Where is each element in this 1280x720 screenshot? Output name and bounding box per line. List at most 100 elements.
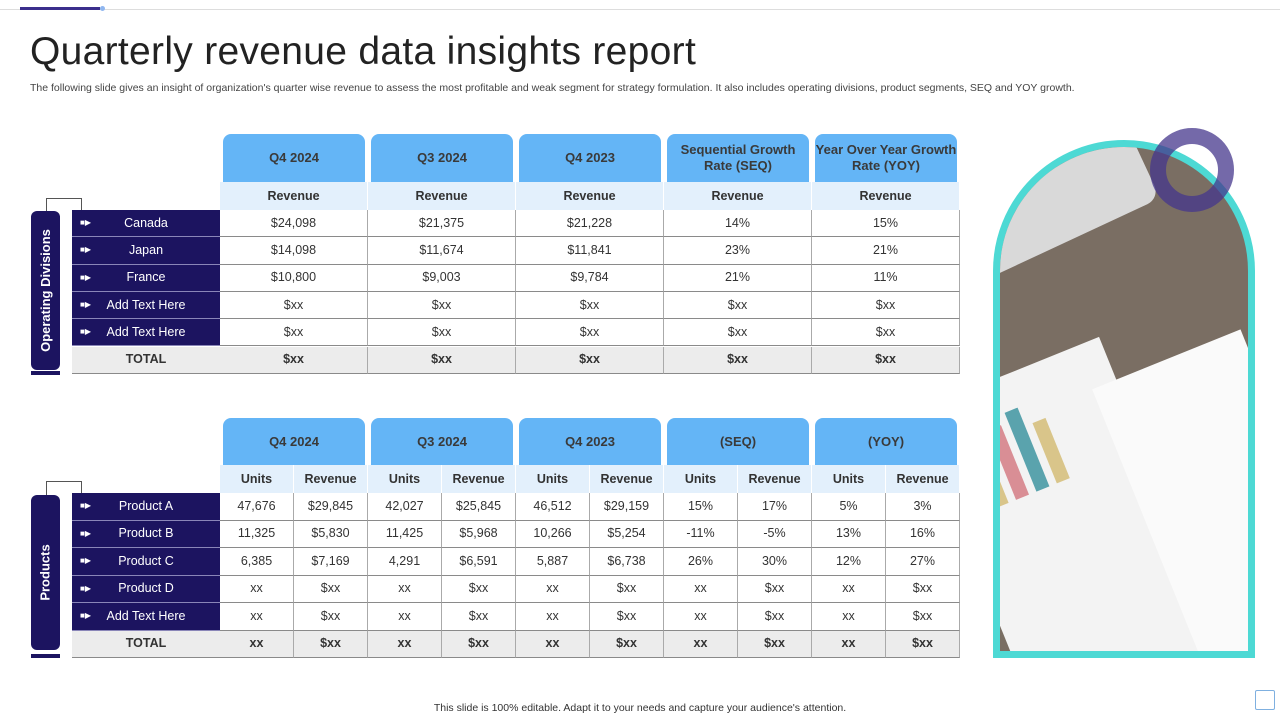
table-cell: 10,266 (516, 520, 590, 548)
column-header: Q4 2024 (223, 418, 365, 465)
table-cell: $xx (368, 291, 516, 320)
laptop-shape (1000, 147, 1161, 283)
table-cell: $xx (220, 291, 368, 320)
bullet-arrow-icon: ■▶ (80, 501, 91, 511)
column-header: (SEQ) (667, 418, 809, 465)
row-label: Product C ■▶ (72, 548, 220, 576)
column-subheader: Revenue (516, 182, 664, 210)
table-cell: $7,169 (294, 548, 368, 576)
column-subheader: Units (516, 465, 590, 493)
bullet-arrow-icon: ■▶ (80, 300, 91, 310)
total-cell: $xx (220, 346, 368, 374)
bullet-arrow-icon: ■▶ (80, 327, 91, 337)
bullet-arrow-icon: ■▶ (80, 611, 91, 621)
table-cell: 4,291 (368, 548, 442, 576)
table-cell: 15% (664, 493, 738, 521)
decorative-ring (1150, 128, 1234, 212)
total-cell: $xx (368, 346, 516, 374)
row-label: Add Text Here ■▶ (72, 291, 220, 320)
table-cell: xx (220, 603, 294, 631)
table-cell: $xx (664, 319, 812, 347)
table-cell: $xx (886, 603, 960, 631)
bullet-arrow-icon: ■▶ (80, 583, 91, 593)
table-cell: xx (516, 603, 590, 631)
table-cell: $xx (738, 603, 812, 631)
table-cell: 6,385 (220, 548, 294, 576)
table-cell: 3% (886, 493, 960, 521)
table-cell: xx (812, 603, 886, 631)
column-subheader: Units (812, 465, 886, 493)
column-subheader: Revenue (294, 465, 368, 493)
table-cell: $9,003 (368, 264, 516, 292)
table-cell: $xx (294, 603, 368, 631)
table-cell: -11% (664, 520, 738, 548)
table-cell: $xx (516, 291, 664, 320)
table-cell: 11,325 (220, 520, 294, 548)
table-cell: 27% (886, 548, 960, 576)
total-cell: $xx (442, 630, 516, 658)
table-cell: -5% (738, 520, 812, 548)
column-header: Year Over Year Growth Rate (YOY) (815, 134, 957, 182)
table-cell: $xx (516, 319, 664, 347)
table-cell: $xx (590, 603, 664, 631)
column-header: Q4 2024 (223, 134, 365, 182)
column-header: (YOY) (815, 418, 957, 465)
table-cell: 17% (738, 493, 812, 521)
table-cell: 12% (812, 548, 886, 576)
column-subheader: Units (368, 465, 442, 493)
table-cell: xx (664, 603, 738, 631)
table-cell: $6,738 (590, 548, 664, 576)
table-cell: 42,027 (368, 493, 442, 521)
bracket-connector (46, 198, 82, 212)
column-header: Q3 2024 (371, 418, 513, 465)
table-cell: $xx (738, 575, 812, 603)
column-subheader: Units (220, 465, 294, 493)
top-rule (0, 9, 1280, 10)
column-subheader: Revenue (220, 182, 368, 210)
top-accent (20, 7, 100, 10)
table-cell: xx (368, 575, 442, 603)
edit-slide-icon[interactable] (1255, 690, 1275, 710)
column-subheader: Revenue (886, 465, 960, 493)
total-cell: $xx (738, 630, 812, 658)
total-cell: $xx (886, 630, 960, 658)
total-cell: xx (812, 630, 886, 658)
row-label: Japan ■▶ (72, 237, 220, 265)
column-header: Q4 2023 (519, 418, 661, 465)
column-subheader: Revenue (738, 465, 812, 493)
row-label: Product D ■▶ (72, 575, 220, 603)
table-cell: $9,784 (516, 264, 664, 292)
table-cell: $25,845 (442, 493, 516, 521)
bullet-arrow-icon: ■▶ (80, 218, 91, 228)
total-cell: xx (516, 630, 590, 658)
bullet-arrow-icon: ■▶ (80, 528, 91, 538)
table-cell: 47,676 (220, 493, 294, 521)
footer-note: This slide is 100% editable. Adapt it to… (433, 702, 847, 714)
table-cell: $xx (590, 575, 664, 603)
total-cell: $xx (664, 346, 812, 374)
row-label: France ■▶ (72, 264, 220, 292)
table-cell: 16% (886, 520, 960, 548)
total-cell: $xx (516, 346, 664, 374)
table-cell: 21% (664, 264, 812, 292)
side-label-text: Products (38, 544, 53, 601)
table-cell: $xx (664, 291, 812, 320)
total-cell: xx (220, 630, 294, 658)
table-cell: $5,830 (294, 520, 368, 548)
bullet-arrow-icon: ■▶ (80, 245, 91, 255)
total-cell: $xx (812, 346, 960, 374)
row-label: Canada ■▶ (72, 210, 220, 238)
page-title: Quarterly revenue data insights report (30, 30, 697, 73)
column-subheader: Revenue (442, 465, 516, 493)
table-cell: 15% (812, 210, 960, 238)
side-label-foot (31, 371, 60, 375)
top-accent-dot (100, 6, 105, 11)
table-cell: xx (368, 603, 442, 631)
table-cell: 5% (812, 493, 886, 521)
table-cell: xx (812, 575, 886, 603)
table-cell: $5,254 (590, 520, 664, 548)
side-label-foot (31, 654, 60, 658)
table-cell: $5,968 (442, 520, 516, 548)
column-subheader: Units (664, 465, 738, 493)
total-cell: $xx (590, 630, 664, 658)
